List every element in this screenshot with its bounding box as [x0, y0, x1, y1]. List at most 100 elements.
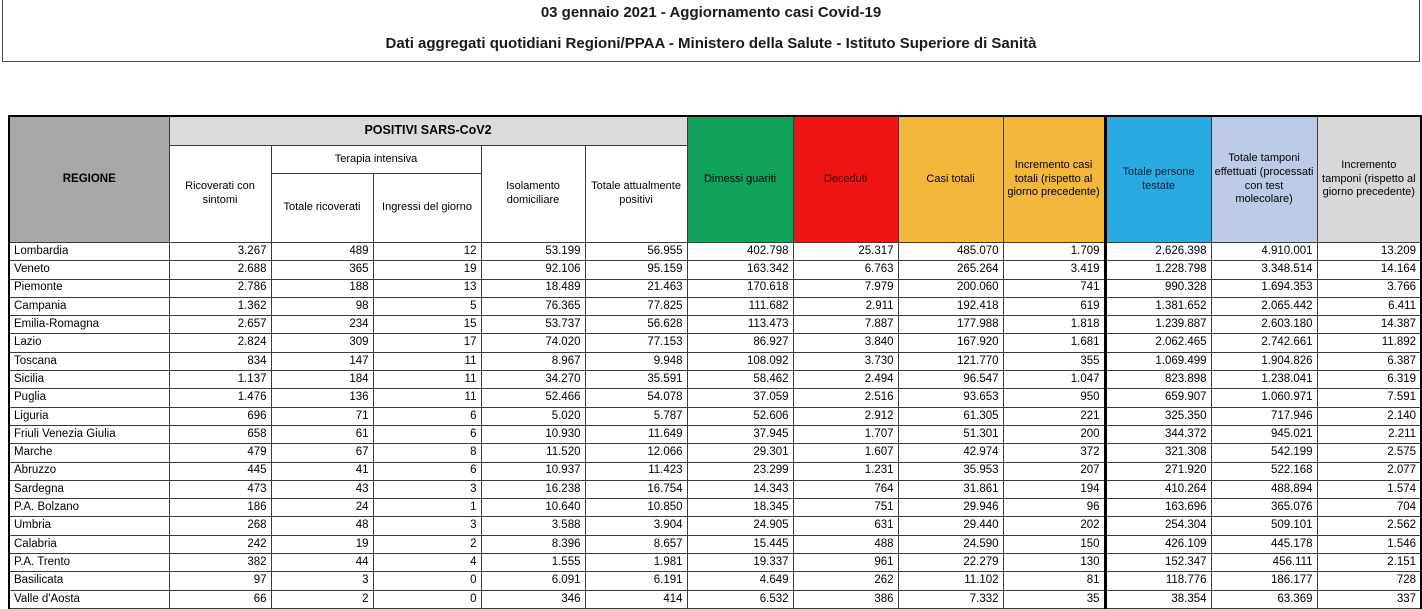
value-cell: 1	[372, 498, 482, 518]
region-name-cell: Lombardia	[8, 241, 170, 262]
value-cell: 0	[372, 589, 482, 609]
value-cell: 136	[270, 388, 374, 408]
value-cell: 202	[1002, 516, 1107, 536]
region-name-cell: Emilia-Romagna	[8, 315, 170, 335]
value-cell: 63.369	[1210, 589, 1318, 609]
value-cell: 11	[372, 351, 482, 372]
value-cell: 35	[1002, 589, 1107, 609]
value-cell: 265.264	[897, 260, 1004, 280]
value-cell: 1.476	[168, 388, 272, 408]
value-cell: 77.153	[584, 333, 688, 353]
value-cell: 2.911	[792, 296, 899, 317]
value-cell: 53.199	[480, 241, 586, 262]
value-cell: 9.948	[584, 351, 688, 372]
value-cell: 66	[168, 589, 272, 609]
value-cell: 1.607	[792, 443, 899, 463]
value-cell: 6.763	[792, 260, 899, 280]
value-cell: 12.066	[584, 443, 688, 463]
value-cell: 1.047	[1002, 370, 1107, 390]
value-cell: 488	[792, 534, 899, 555]
value-cell: 6	[372, 424, 482, 445]
value-cell: 254.304	[1104, 516, 1212, 536]
value-cell: 372	[1002, 443, 1107, 463]
value-cell: 337	[1316, 589, 1422, 609]
value-cell: 445	[168, 461, 272, 481]
value-cell: 2.742.661	[1210, 333, 1318, 353]
region-name-cell: Basilicata	[8, 571, 170, 591]
value-cell: 111.682	[686, 296, 794, 317]
value-cell: 170.618	[686, 278, 794, 298]
column-header-isolamento-domiciliare: Isolamento domiciliare	[480, 145, 586, 243]
value-cell: 37.945	[686, 424, 794, 445]
value-cell: 18.345	[686, 498, 794, 518]
value-cell: 8.396	[480, 534, 586, 555]
value-cell: 41	[270, 461, 374, 481]
value-cell: 6.387	[1316, 351, 1422, 372]
value-cell: 3.348.514	[1210, 260, 1318, 280]
value-cell: 271.920	[1104, 461, 1212, 481]
value-cell: 11.102	[897, 571, 1004, 591]
column-header-regione: REGIONE	[8, 115, 170, 243]
value-cell: 19	[270, 534, 374, 555]
value-cell: 4	[372, 553, 482, 573]
value-cell: 95.159	[584, 260, 688, 280]
region-name-cell: Friuli Venezia Giulia	[8, 424, 170, 445]
value-cell: 58.462	[686, 370, 794, 390]
value-cell: 6.532	[686, 589, 794, 609]
value-cell: 1.381.652	[1104, 296, 1212, 317]
region-name-cell: Campania	[8, 296, 170, 317]
value-cell: 4.649	[686, 571, 794, 591]
value-cell: 188	[270, 278, 374, 298]
value-cell: 10.930	[480, 424, 586, 445]
value-cell: 509.101	[1210, 516, 1318, 536]
value-cell: 3	[372, 516, 482, 536]
value-cell: 12	[372, 241, 482, 262]
column-group-positivi-sars-cov2: POSITIVI SARS-CoV2	[168, 115, 688, 146]
value-cell: 445.178	[1210, 534, 1318, 555]
table-row: Campania 1.362 98 5 76.365 77.825 111.682 2.911…	[8, 296, 1422, 317]
value-cell: 3.419	[1002, 260, 1107, 280]
value-cell: 43	[270, 479, 374, 500]
value-cell: 92.106	[480, 260, 586, 280]
region-name-cell: Valle d'Aosta	[8, 589, 170, 609]
region-name-cell: Umbria	[8, 516, 170, 536]
value-cell: 118.776	[1104, 571, 1212, 591]
column-group-terapia-intensiva: Terapia intensiva	[270, 145, 482, 174]
value-cell: 3.904	[584, 516, 688, 536]
value-cell: 53.737	[480, 315, 586, 335]
value-cell: 19	[372, 260, 482, 280]
value-cell: 21.463	[584, 278, 688, 298]
column-header-totale-ricoverati: Totale ricoverati	[270, 173, 374, 243]
value-cell: 309	[270, 333, 374, 353]
value-cell: 3	[372, 479, 482, 500]
value-cell: 108.092	[686, 351, 794, 372]
value-cell: 321.308	[1104, 443, 1212, 463]
value-cell: 945.021	[1210, 424, 1318, 445]
value-cell: 479	[168, 443, 272, 463]
value-cell: 2.062.465	[1104, 333, 1212, 353]
value-cell: 52.606	[686, 406, 794, 426]
table-row: P.A. Trento 382 44 4 1.555 1.981 19.337 961 22.2…	[8, 553, 1422, 573]
value-cell: 325.350	[1104, 406, 1212, 426]
value-cell: 456.111	[1210, 553, 1318, 573]
value-cell: 489	[270, 241, 374, 262]
value-cell: 76.365	[480, 296, 586, 317]
region-name-cell: Piemonte	[8, 278, 170, 298]
value-cell: 2.626.398	[1104, 241, 1212, 262]
value-cell: 8.657	[584, 534, 688, 555]
value-cell: 1.981	[584, 553, 688, 573]
value-cell: 200	[1002, 424, 1107, 445]
value-cell: 7.332	[897, 589, 1004, 609]
value-cell: 7.887	[792, 315, 899, 335]
value-cell: 38.354	[1104, 589, 1212, 609]
value-cell: 14.343	[686, 479, 794, 500]
table-row: Basilicata 97 3 0 6.091 6.191 4.649 262 11.102 81…	[8, 571, 1422, 591]
column-header-deceduti: Deceduti	[792, 115, 899, 243]
value-cell: 631	[792, 516, 899, 536]
table-row: Lombardia 3.267 489 12 53.199 56.955 402.798 25…	[8, 241, 1422, 262]
value-cell: 1.555	[480, 553, 586, 573]
value-cell: 54.078	[584, 388, 688, 408]
value-cell: 221	[1002, 406, 1107, 426]
value-cell: 14.164	[1316, 260, 1422, 280]
value-cell: 2.211	[1316, 424, 1422, 445]
